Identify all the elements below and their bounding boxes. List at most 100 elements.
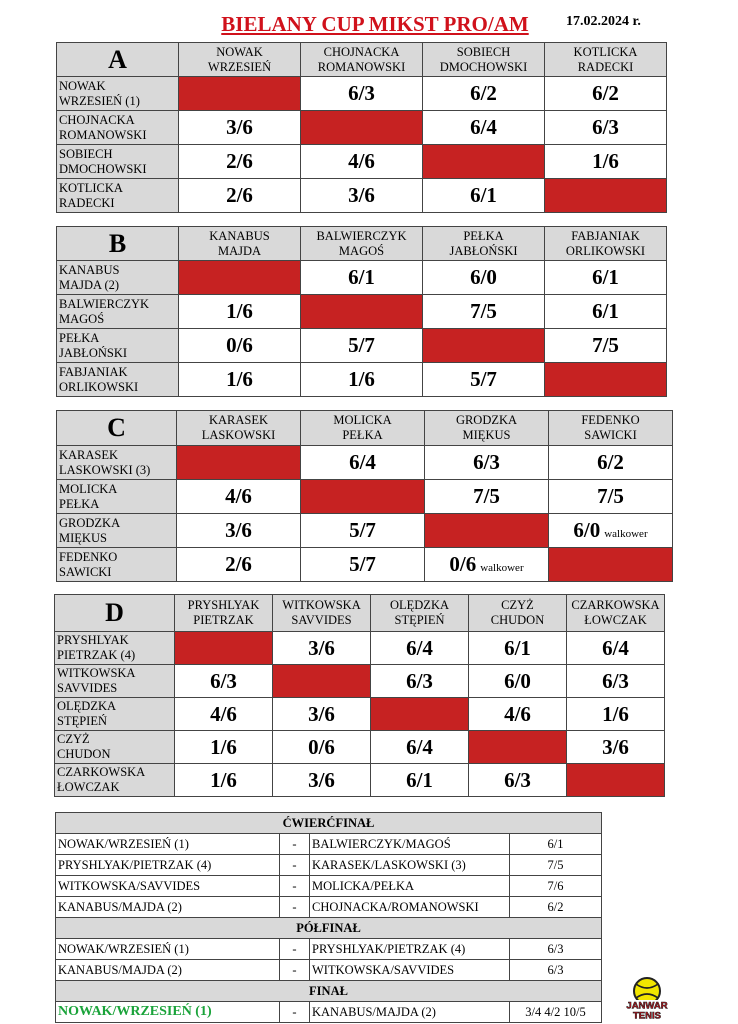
column-header-line1: FEDENKO — [581, 413, 640, 427]
score-value: 3/6 — [308, 701, 335, 726]
score-cell: 7/5 — [548, 479, 673, 514]
column-header-line1: OLĘDZKA — [389, 598, 449, 612]
score-value: 6/4 — [406, 635, 433, 660]
score-value: 6/3 — [504, 767, 531, 792]
stage-title: FINAŁ — [55, 980, 602, 1002]
row-header: OLĘDZKA STĘPIEŃ — [54, 697, 175, 731]
column-header-line2: ROMANOWSKI — [317, 59, 406, 74]
versus-dash: - — [279, 938, 310, 960]
column-header-line2: SAVVIDES — [291, 613, 352, 627]
column-header-line1: KARASEK — [208, 413, 269, 427]
score-cell: 6/3 — [370, 664, 469, 698]
row-header-line2: ŁOWCZAK — [57, 780, 120, 794]
score-cell: 0/6 walkower — [424, 547, 549, 582]
score-value: 1/6 — [210, 734, 237, 759]
score-value: 4/6 — [225, 484, 252, 508]
score-cell: 5/7 — [300, 513, 425, 548]
table-row: FEDENKO SAWICKI 2/6 5/7 0/6 walkower — [56, 547, 673, 582]
match-result: 6/2 — [509, 896, 602, 918]
column-header: GRODZKA MIĘKUS — [424, 410, 549, 446]
versus-dash: - — [279, 1001, 310, 1023]
row-header-line2: ORLIKOWSKI — [59, 379, 139, 394]
score-cell: 4/6 — [174, 697, 273, 731]
score-cell: 3/6 — [272, 697, 371, 731]
score-cell: 3/6 — [300, 178, 423, 213]
score-cell: 6/2 — [544, 76, 667, 111]
score-value: 0/6 — [449, 552, 477, 576]
row-header: PRYSHLYAK PIETRZAK (4) — [54, 631, 175, 665]
self-match-cell — [424, 513, 549, 548]
score-cell: 5/7 — [422, 362, 545, 397]
column-header-line1: WITKOWSKA — [282, 598, 361, 612]
stage-header-row: PÓŁFINAŁ — [55, 917, 602, 939]
column-header-line1: PEŁKA — [463, 228, 504, 243]
score-value: 3/6 — [225, 518, 252, 542]
score-cell: 6/3 — [174, 664, 273, 698]
match-row: WITKOWSKA/SAVVIDES - MOLICKA/PEŁKA 7/6 — [55, 875, 602, 897]
row-header-line1: FABJANIAK — [59, 364, 128, 379]
score-value: 1/6 — [348, 367, 375, 391]
score-value: 6/4 — [470, 115, 497, 139]
self-match-cell — [300, 479, 425, 514]
column-header-line1: BALWIERCZYK — [316, 228, 407, 243]
column-header-line2: STĘPIEŃ — [394, 613, 445, 627]
score-value: 6/3 — [348, 81, 375, 105]
column-header: BALWIERCZYK MAGOŚ — [300, 226, 423, 261]
column-header: KANABUS MAJDA — [178, 226, 301, 261]
column-header-line2: PIETRZAK — [193, 613, 254, 627]
walkover-note: walkower — [604, 528, 648, 540]
janwar-tenis-logo: JANWAR TENIS — [625, 977, 669, 1020]
score-cell: 6/2 — [422, 76, 545, 111]
score-cell: 1/6 — [566, 697, 665, 731]
stage-header-row: FINAŁ — [55, 980, 602, 1002]
match-row: NOWAK/WRZESIEŃ (1) - BALWIERCZYK/MAGOŚ 6/1 — [55, 833, 602, 855]
stage-header-row: ĆWIERĆFINAŁ — [55, 812, 602, 834]
row-header: PEŁKA JABŁOŃSKI — [56, 328, 179, 363]
table-row: FABJANIAK ORLIKOWSKI 1/6 1/6 5/7 — [56, 362, 667, 397]
score-cell: 6/0 — [468, 664, 567, 698]
score-cell: 0/6 — [178, 328, 301, 363]
row-header-line1: CHOJNACKA — [59, 112, 135, 127]
row-header: BALWIERCZYK MAGOŚ — [56, 294, 179, 329]
row-header: SOBIECH DMOCHOWSKI — [56, 144, 179, 179]
table-row: NOWAK WRZESIEŃ (1) 6/3 6/2 6/2 — [56, 76, 667, 111]
score-cell: 3/6 — [272, 763, 371, 797]
match-row: NOWAK/WRZESIEŃ (1) - KANABUS/MAJDA (2) 3/4 … — [55, 1001, 602, 1023]
player-one: NOWAK/WRZESIEŃ (1) — [55, 938, 280, 960]
score-value: 1/6 — [226, 299, 253, 323]
knockout-table: ĆWIERĆFINAŁ NOWAK/WRZESIEŃ (1) - BALWIERCZY… — [55, 812, 602, 1023]
self-match-cell — [370, 697, 469, 731]
score-value: 2/6 — [225, 552, 252, 576]
column-header: WITKOWSKA SAVVIDES — [272, 594, 371, 632]
versus-dash: - — [279, 959, 310, 981]
score-value: 7/5 — [597, 484, 624, 508]
self-match-cell — [272, 664, 371, 698]
table-row: CHOJNACKA ROMANOWSKI 3/6 6/4 6/3 — [56, 110, 667, 145]
row-header: KOTLICKA RADECKI — [56, 178, 179, 213]
score-value: 5/7 — [348, 333, 375, 357]
stage-title: ĆWIERĆFINAŁ — [55, 812, 602, 834]
column-header-line1: SOBIECH — [456, 44, 511, 59]
player-two: MOLICKA/PEŁKA — [309, 875, 510, 897]
row-header-line1: NOWAK — [59, 78, 106, 93]
column-header: PEŁKA JABŁOŃSKI — [422, 226, 545, 261]
row-header: GRODZKA MIĘKUS — [56, 513, 177, 548]
column-header-line2: SAWICKI — [584, 428, 637, 442]
column-header: CZYŻ CHUDON — [468, 594, 567, 632]
player-one: NOWAK/WRZESIEŃ (1) — [55, 833, 280, 855]
score-value: 6/4 — [349, 450, 376, 474]
row-header-line1: KARASEK — [59, 447, 119, 462]
player-one: WITKOWSKA/SAVVIDES — [55, 875, 280, 897]
column-header-line2: DMOCHOWSKI — [439, 59, 528, 74]
score-value: 6/1 — [592, 299, 619, 323]
score-cell: 7/5 — [544, 328, 667, 363]
score-value: 3/6 — [348, 183, 375, 207]
group-letter: C — [56, 410, 177, 446]
table-row: BALWIERCZYK MAGOŚ 1/6 7/5 6/1 — [56, 294, 667, 329]
score-cell: 6/1 — [370, 763, 469, 797]
table-row: PEŁKA JABŁOŃSKI 0/6 5/7 7/5 — [56, 328, 667, 363]
score-value: 5/7 — [349, 518, 376, 542]
row-header-line2: PIETRZAK (4) — [57, 648, 136, 662]
score-cell: 3/6 — [176, 513, 301, 548]
score-value: 6/4 — [602, 635, 629, 660]
